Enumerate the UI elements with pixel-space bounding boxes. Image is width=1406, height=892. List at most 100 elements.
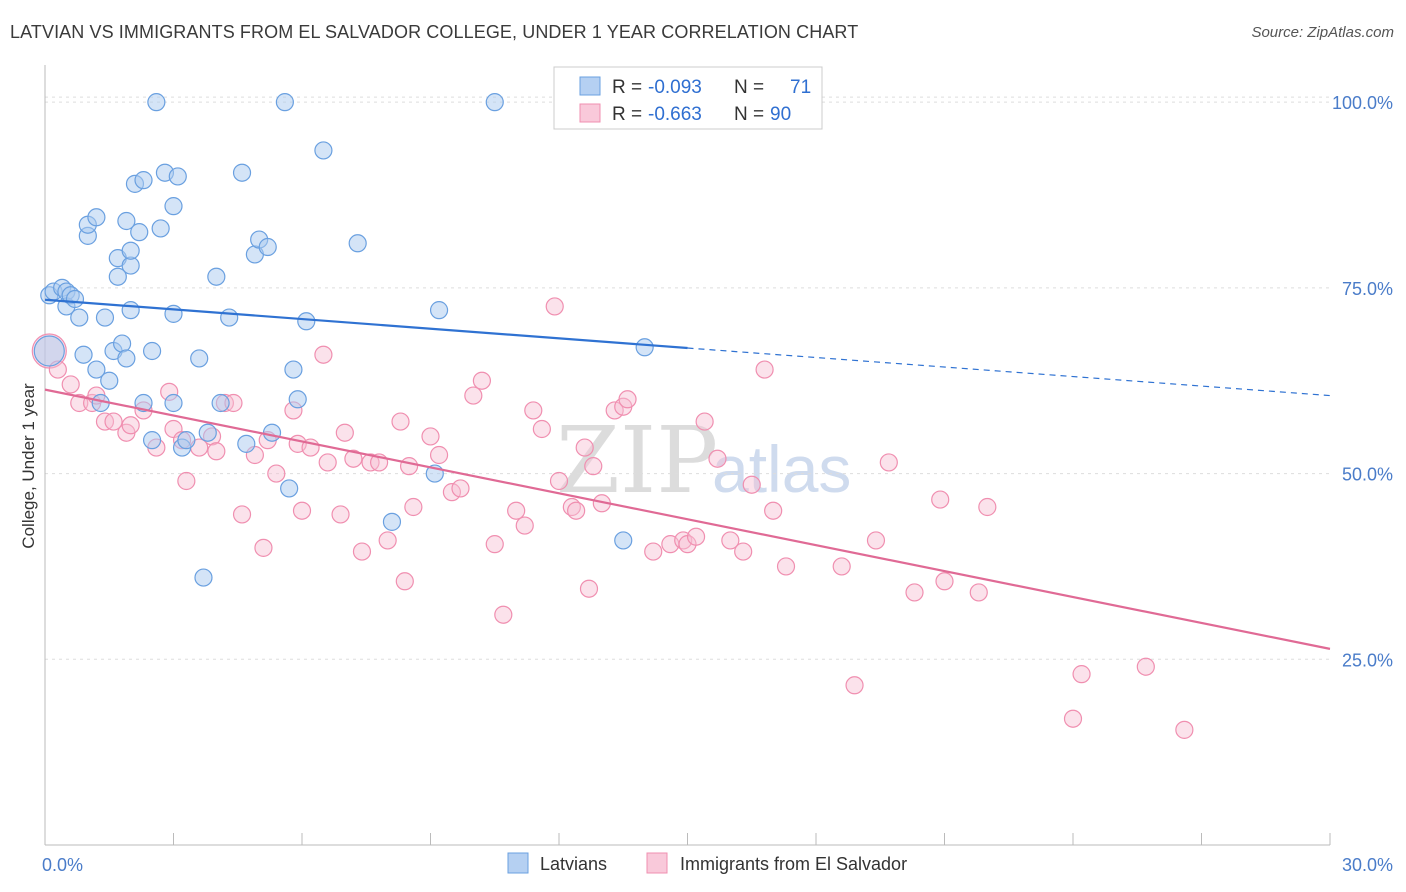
elsalvador-point	[708, 449, 727, 468]
latvians-point	[100, 371, 119, 390]
elsalvador-point	[644, 542, 663, 561]
elsalvador-point	[485, 535, 504, 554]
watermark: ZIP atlas	[556, 407, 851, 514]
legend-r-label-2: R =	[612, 104, 642, 125]
latvians-point	[142, 341, 162, 361]
elsalvador-point	[335, 423, 354, 442]
elsalvador-point	[524, 401, 543, 420]
elsalvador-point	[764, 501, 783, 520]
correlation-legend: R = -0.093 N = 71 R = -0.663 N = 90	[553, 66, 823, 130]
latvians-point	[134, 393, 153, 413]
elsalvador-point	[935, 572, 954, 591]
y-tick-labels: 25.0% 50.0% 75.0% 100.0%	[1332, 93, 1393, 670]
latvians-point	[262, 423, 282, 442]
latvians-point	[635, 338, 654, 357]
y-tick-label-1: 50.0%	[1342, 465, 1393, 485]
elsalvador-point	[429, 445, 449, 465]
elsalvador-point	[567, 501, 586, 520]
elsalvador-point	[232, 505, 252, 524]
elsalvador-point	[267, 464, 286, 483]
elsalvador-point	[352, 542, 372, 561]
watermark-zip: ZIP	[556, 407, 718, 514]
legend-swatch-elsalvador-bottom	[646, 852, 668, 874]
legend-n-value-1: 71	[790, 77, 811, 98]
latvians-point	[74, 345, 93, 364]
elsalvador-point	[734, 542, 753, 561]
elsalvador-point	[314, 345, 333, 364]
latvians-point	[280, 479, 299, 498]
latvians-point	[237, 434, 256, 453]
legend-swatch-latvians	[579, 76, 601, 96]
watermark-atlas: atlas	[712, 432, 851, 506]
elsalvador-point	[331, 505, 350, 524]
elsalvador-point	[905, 583, 924, 602]
latvians-point	[232, 163, 252, 182]
elsalvador-point	[1136, 657, 1155, 676]
elsalvador-point	[472, 371, 491, 390]
elsalvador-point	[776, 557, 796, 576]
latvians-point	[134, 171, 153, 190]
elsalvador-point	[404, 497, 423, 517]
latvians-point	[275, 93, 294, 112]
latvians-point	[117, 349, 136, 368]
latvians-point	[87, 360, 106, 379]
elsalvador-point	[104, 412, 123, 431]
elsalvador-point	[969, 583, 988, 602]
latvians-point	[70, 308, 89, 327]
latvians-point	[142, 431, 162, 450]
elsalvador-point	[70, 393, 89, 413]
series-legend: Latvians Immigrants from El Salvador	[507, 852, 907, 874]
elsalvador-point	[579, 579, 599, 598]
latvians-point	[288, 390, 307, 409]
elsalvador-point	[978, 497, 997, 517]
latvians-point	[314, 141, 333, 160]
elsalvador-point	[207, 442, 226, 461]
elsalvador-point	[584, 457, 603, 476]
latvians-point	[614, 531, 633, 550]
y-tick-label-3: 100.0%	[1332, 93, 1393, 113]
elsalvador-point	[344, 449, 363, 468]
y-tick-label-0: 25.0%	[1342, 650, 1393, 670]
latvians-point	[95, 308, 115, 327]
x-tick-label-1: 30.0%	[1342, 855, 1393, 875]
elsalvador-point	[618, 390, 637, 409]
elsalvador-point	[532, 419, 551, 439]
elsalvador-point	[378, 531, 397, 550]
latvians-point	[258, 237, 277, 257]
elsalvador-point	[545, 297, 564, 316]
y-tick-label-2: 75.0%	[1342, 279, 1393, 299]
latvians-point	[164, 197, 183, 216]
elsalvador-point	[721, 531, 740, 550]
legend-label-elsalvador: Immigrants from El Salvador	[680, 854, 907, 874]
latvians-point	[87, 208, 106, 227]
elsalvador-point	[695, 412, 714, 431]
latvians-point	[121, 301, 140, 320]
elsalvador-point	[421, 427, 440, 446]
series-latvians-points	[33, 93, 654, 587]
latvians-point	[151, 219, 170, 238]
elsalvador-point	[515, 516, 534, 535]
latvians-point	[117, 211, 136, 231]
elsalvador-point	[399, 457, 419, 476]
elsalvador-point	[121, 416, 140, 435]
latvians-point	[284, 360, 303, 379]
elsalvador-point	[866, 531, 886, 550]
legend-r-value-2: -0.663	[648, 104, 702, 125]
legend-n-value-2: 90	[770, 104, 791, 125]
latvians-point	[382, 512, 402, 531]
elsalvador-point	[931, 490, 950, 509]
trend-lines	[44, 298, 1331, 650]
legend-r-label-1: R =	[612, 77, 642, 98]
chart-title: LATVIAN VS IMMIGRANTS FROM EL SALVADOR C…	[10, 22, 859, 42]
latvians-point	[65, 289, 85, 309]
latvians-point	[485, 93, 504, 112]
latvians-point	[33, 335, 65, 367]
elsalvador-point	[391, 412, 410, 431]
elsalvador-point	[507, 501, 526, 520]
elsalvador-point	[494, 605, 513, 624]
trend-line-latvians	[44, 298, 688, 350]
latvians-point	[207, 267, 226, 286]
trend-line-elsalvador	[44, 388, 1331, 650]
latvians-point	[121, 241, 140, 260]
